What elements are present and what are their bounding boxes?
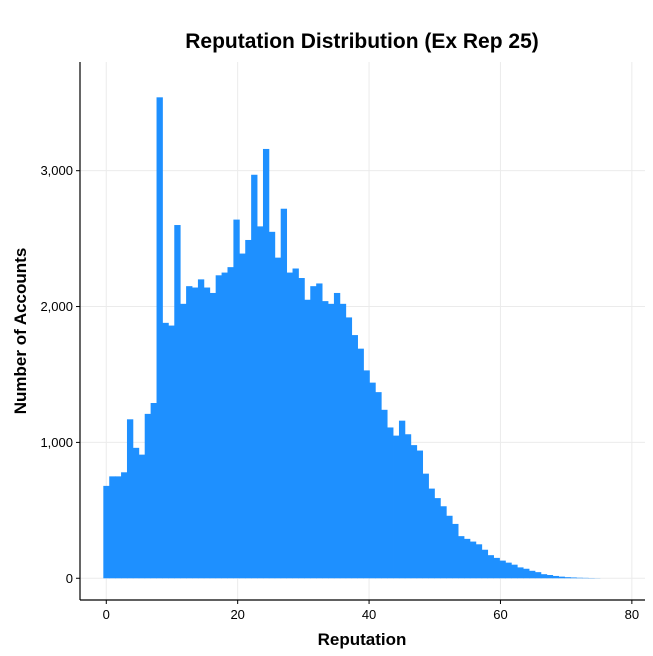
x-tick-label: 0 [103,607,110,622]
histogram-bar [369,382,376,579]
histogram-bar [286,272,293,579]
histogram-bar [126,419,134,579]
histogram-bar [233,219,240,579]
histogram-bar [132,447,140,579]
x-axis-ticks: 0 20 40 60 80 [103,600,639,622]
histogram-bar [416,450,424,579]
histogram-bar [215,275,222,579]
histogram-bar [209,292,217,579]
x-tick-label: 60 [493,607,507,622]
histogram-bar [546,575,554,579]
chart-title: Reputation Distribution (Ex Rep 25) [185,30,539,53]
histogram-bar [197,279,205,579]
histogram-bar [174,225,181,579]
histogram-bar [422,473,429,579]
histogram-bar [239,253,246,579]
axes [79,62,645,601]
histogram-bar [464,538,471,579]
histogram-bar [375,392,382,579]
histogram-bar [251,174,258,579]
histogram-bar [558,576,565,579]
histogram-bar [517,567,524,579]
histogram-bar [103,485,110,579]
histogram-bar [540,574,548,579]
histogram-bar [245,239,252,579]
histogram-bar [564,577,571,579]
histogram-bar [487,555,494,579]
histogram-bar [434,498,441,579]
histogram-bar [393,435,400,579]
histogram-bar [523,568,530,579]
histogram-bar [316,283,323,579]
y-axis-title: Number of Accounts [11,248,30,415]
histogram-bar [168,325,175,579]
x-tick-label: 80 [625,607,639,622]
histogram-bars [103,97,601,579]
histogram-bar [505,562,512,579]
histogram-bar [156,97,163,579]
histogram-bar [363,370,370,579]
histogram-bar [469,541,477,579]
histogram-bar [410,445,418,579]
histogram-bar [381,409,388,579]
histogram-bar [144,413,152,579]
histogram-bar [304,299,311,579]
histogram-bar [576,577,583,579]
histogram-bar [298,278,305,579]
histogram-bar [292,268,299,579]
histogram-bar [529,570,536,579]
y-tick-label: 2,000 [40,299,73,314]
x-axis-title: Reputation [318,630,407,649]
y-tick-label: 1,000 [40,435,73,450]
histogram-bar [322,301,329,579]
histogram-bar [458,536,465,579]
histogram-bar [333,292,341,579]
x-tick-label: 40 [362,607,376,622]
histogram-bar [428,488,435,579]
histogram-bar [398,420,406,579]
histogram-bar [328,303,335,579]
histogram-bar [475,544,483,579]
histogram-bar [150,403,157,579]
histogram-bar [345,317,353,579]
x-tick-label: 20 [230,607,244,622]
histogram-bar [446,515,453,579]
histogram-bar [121,472,128,579]
histogram-bar [499,560,506,579]
histogram-bar [115,476,122,579]
histogram-bar [227,267,234,579]
histogram-bar [481,549,489,579]
histogram-bar [404,434,412,579]
histogram-bar [257,226,264,579]
histogram-bar [310,286,317,579]
histogram-bar [274,257,282,579]
histogram-bar [351,335,358,579]
histogram-bar [192,287,199,579]
histogram-bar [186,286,193,579]
histogram-bar [109,476,116,579]
histogram-bar [440,506,447,579]
histogram-bar [203,287,211,579]
histogram-bar [268,231,276,579]
histogram-bar [570,577,577,579]
y-tick-label: 3,000 [40,163,73,178]
histogram-bar [552,575,560,579]
histogram-bar [452,523,459,579]
histogram-bar [534,572,542,579]
histogram-bar [280,208,288,579]
histogram-bar [387,427,394,579]
histogram-bar [493,557,500,579]
y-axis-ticks: 0 1,000 2,000 3,000 [40,163,80,586]
histogram-bar [357,348,364,579]
histogram-bar [162,322,169,579]
histogram-bar [511,564,518,579]
histogram-bar [221,272,228,579]
histogram-bar [138,454,146,579]
y-tick-label: 0 [66,571,73,586]
histogram-bar [180,303,187,579]
histogram-bar [262,148,270,579]
histogram-bar [339,303,347,579]
